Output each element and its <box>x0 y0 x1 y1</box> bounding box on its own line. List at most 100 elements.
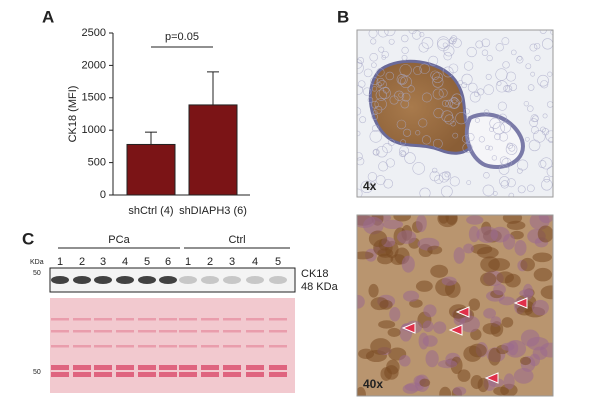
alveolus <box>370 38 377 45</box>
alveolus <box>463 61 474 71</box>
alveolus <box>540 157 553 170</box>
alveolus <box>467 82 478 93</box>
alveolus <box>466 133 475 142</box>
cell <box>415 280 433 292</box>
ponceau-band <box>179 330 197 333</box>
cell <box>533 267 553 282</box>
lane-label: 1 <box>57 256 63 268</box>
ponceau-band <box>73 365 91 370</box>
alveolus <box>546 101 553 108</box>
alveolus <box>421 135 432 145</box>
alveolus <box>455 112 468 125</box>
cell <box>437 359 458 369</box>
alveolus <box>388 38 395 45</box>
alveolus <box>501 157 512 168</box>
lane-label: 5 <box>144 256 150 268</box>
lane-label: 2 <box>207 256 213 268</box>
ponceau-band <box>94 330 112 333</box>
cell <box>358 348 375 359</box>
cell <box>387 327 401 337</box>
alveolus <box>372 110 378 116</box>
cell <box>399 355 411 367</box>
alveolus <box>474 117 480 123</box>
alveolus <box>473 91 480 97</box>
cell <box>502 233 516 250</box>
ponceau-band <box>269 318 287 321</box>
ponceau-band <box>223 345 241 348</box>
alveolus <box>369 130 382 143</box>
alveolus <box>529 118 539 127</box>
alveolus <box>481 38 491 48</box>
alveolus <box>399 150 407 158</box>
ponceau-band <box>223 365 241 370</box>
alveolus <box>524 136 530 142</box>
marker-label: 50 <box>33 369 41 376</box>
ponceau-band <box>159 372 177 377</box>
alveolus <box>545 130 553 142</box>
alveolus <box>482 184 495 197</box>
kda-unit: KDa <box>30 259 44 266</box>
ponceau-band <box>51 372 69 377</box>
x-tick-label: shCtrl (4) <box>128 205 173 217</box>
alveolus <box>443 51 452 61</box>
ponceau-band <box>223 372 241 377</box>
alveolus <box>413 66 422 75</box>
cell <box>459 315 480 333</box>
alveolus <box>433 107 444 119</box>
cell <box>439 386 452 396</box>
cell <box>357 386 366 396</box>
alveolus <box>374 98 387 111</box>
ponceau-band <box>246 345 264 348</box>
cell <box>422 335 438 347</box>
arrowhead <box>513 297 528 309</box>
alveolus <box>381 50 389 59</box>
alveolus <box>357 188 363 197</box>
bar <box>188 104 238 196</box>
alveolus <box>461 135 470 143</box>
alveolus <box>400 139 407 146</box>
alveolus <box>371 100 379 109</box>
ponceau-band <box>138 345 156 348</box>
alveolus <box>511 49 517 56</box>
ponceau-band <box>179 345 197 348</box>
alveolus <box>407 85 415 93</box>
cell <box>513 368 534 384</box>
alveolus <box>399 64 412 77</box>
ponceau-band <box>116 330 134 333</box>
alveolus <box>432 76 444 88</box>
alveolus <box>370 76 379 86</box>
ponceau-band <box>138 330 156 333</box>
cell <box>370 338 392 355</box>
alveolus <box>360 180 373 194</box>
alveolus <box>491 155 498 161</box>
cell <box>493 386 509 396</box>
alveolus <box>378 161 389 172</box>
ponceau-band <box>138 372 156 377</box>
ponceau-band <box>51 345 69 348</box>
cell <box>393 215 411 222</box>
cell <box>457 369 471 382</box>
blot-band <box>51 276 69 284</box>
lane-label: 3 <box>100 256 106 268</box>
y-tick-label: 1000 <box>82 124 106 136</box>
alveolus <box>516 167 523 174</box>
cell <box>480 256 500 273</box>
ponceau-membrane <box>50 298 295 393</box>
panel-label: B <box>337 7 349 26</box>
cell <box>532 252 552 263</box>
ponceau-band <box>269 372 287 377</box>
alveolus <box>533 42 541 50</box>
cell <box>441 276 457 286</box>
alveolus <box>398 76 406 85</box>
alveolus <box>500 121 512 133</box>
micrograph-frame <box>356 29 554 198</box>
cell <box>422 320 434 333</box>
cell <box>438 215 449 224</box>
alveolus <box>504 85 513 93</box>
ponceau-band <box>201 372 219 377</box>
alveolus <box>523 101 529 107</box>
cell <box>377 248 394 258</box>
cell <box>363 216 384 235</box>
alveolus <box>516 56 524 64</box>
